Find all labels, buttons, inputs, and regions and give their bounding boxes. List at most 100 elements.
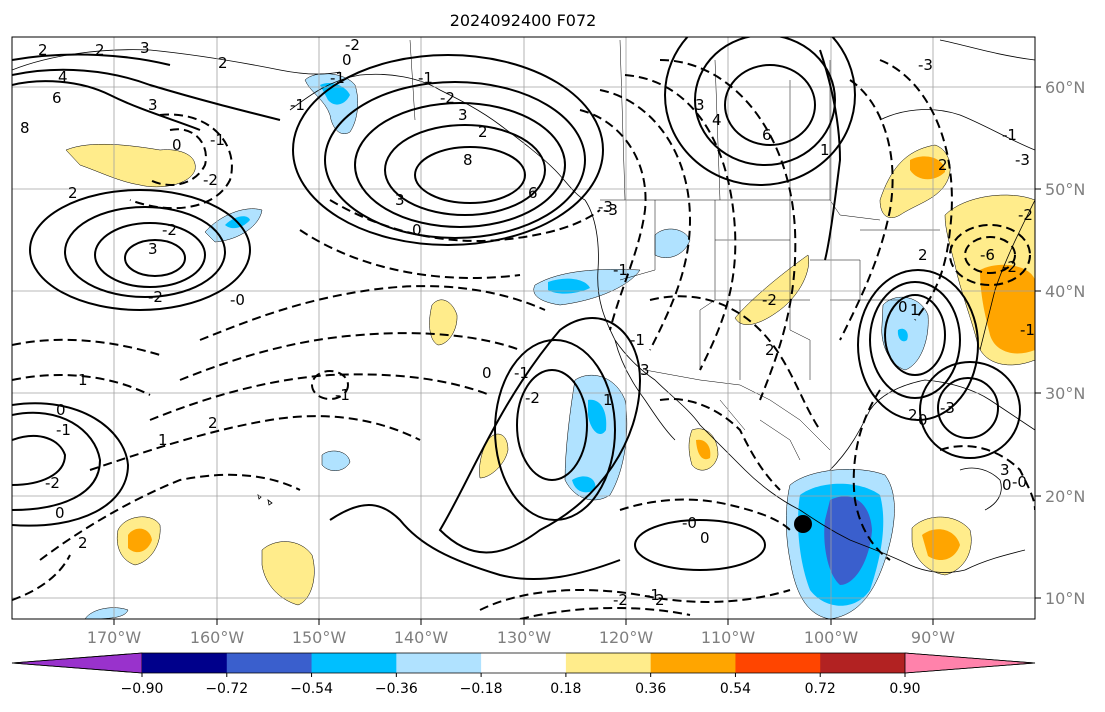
contour-label: 0 (55, 504, 65, 522)
contour-label: -2 (1002, 258, 1017, 276)
colorbar-segment (142, 653, 228, 673)
contour-label-layer: 2 2 3 4 6 8 3 2 -1 0 -2 2 -2 3 -2 -0 1 0… (20, 36, 1035, 609)
contour-label: 3 (140, 39, 150, 57)
shade-pos-ne-core (980, 264, 1035, 354)
contour-neg-aleutian-1 (149, 128, 207, 186)
colorbar-segment (735, 653, 821, 673)
contour-label: -2 (345, 36, 360, 54)
contour-label: 1 (78, 371, 88, 389)
contour-neg-south-2 (519, 606, 691, 619)
contour-neg-coastal-2 (599, 89, 692, 351)
contour-label: -1 (514, 364, 529, 382)
contour-nw-1 (12, 80, 201, 131)
contour-label: 3 (640, 361, 650, 379)
lat-label: 30°N (1045, 384, 1085, 403)
contour-label: 3 (695, 96, 705, 114)
contour-label: -0 (1012, 473, 1027, 491)
lon-label: 100°W (804, 628, 859, 647)
contour-label: 4 (58, 68, 68, 86)
contour-label: 0 (172, 136, 182, 154)
contour-neg-pac-trough-2 (299, 229, 521, 279)
contour-neg-mid-2 (179, 332, 521, 381)
contour-neg-west-2 (12, 338, 161, 356)
colorbar-segment (820, 653, 906, 673)
contour-label: 3 (148, 240, 158, 258)
contour-neg-gulf-2 (939, 445, 1035, 511)
positive-contours (12, 37, 1021, 580)
contour-label: -3 (918, 56, 933, 74)
shade-pos-gulf-ca-core (696, 439, 711, 460)
contour-label: 0 (342, 51, 352, 69)
contour-label: 1 (910, 301, 920, 319)
contour-label: 1 (158, 431, 168, 449)
colorbar: −0.90 −0.72 −0.54 −0.36 −0.18 0.18 0.36 0.54 0.7… (11, 652, 1036, 697)
contour-gulf-mex-2 (919, 361, 1021, 459)
contour-label: 6 (762, 126, 772, 144)
contour-label: 2 (78, 534, 88, 552)
contour-label: 0 (1002, 476, 1012, 494)
contour-subtrop-2 (494, 339, 616, 521)
contour-label: 2 (68, 184, 78, 202)
lat-label: 50°N (1045, 180, 1085, 199)
shade-pos-mx-coast (479, 433, 509, 479)
shade-pos-south (261, 541, 315, 606)
map-title: 2024092400 F072 (450, 11, 597, 30)
contour-neg-coastal-4 (659, 59, 797, 401)
colorbar-tick-label: −0.54 (290, 681, 333, 697)
contour-label: 0 (56, 401, 66, 419)
contour-neg-desert-1 (649, 295, 821, 431)
contour-neg-aleutian-2 (129, 113, 233, 210)
contour-canada-arc (819, 49, 842, 261)
contour-neg-gulf-1 (852, 389, 891, 561)
contour-label: -0 (682, 514, 697, 532)
island-hawaii-2 (267, 499, 273, 506)
contour-label: -1 (630, 331, 645, 349)
island-greenland (939, 39, 1035, 61)
contour-neg-ne-low-2 (964, 236, 1016, 274)
longitude-axis: 170°W 160°W 150°W 140°W 130°W 120°W 110°… (87, 619, 955, 647)
contour-west-edge-2 (12, 411, 102, 511)
lat-label: 20°N (1045, 487, 1085, 506)
shade-pos-canada-core (910, 156, 945, 180)
contour-label: 3 (148, 96, 158, 114)
colorbar-tick-label: −0.72 (205, 681, 248, 697)
contour-label: 6 (528, 184, 538, 202)
lon-label: 120°W (599, 628, 654, 647)
contour-west-edge-1 (12, 435, 67, 486)
lon-label: 130°W (497, 628, 552, 647)
lon-label: 160°W (190, 628, 245, 647)
shade-pos-rockies (734, 254, 810, 325)
border-alaska-canada (409, 39, 416, 121)
contour-canada-1 (724, 64, 816, 146)
border-states-2 (699, 200, 716, 370)
lat-label: 10°N (1045, 589, 1085, 608)
contour-se-us-1 (884, 294, 946, 376)
contour-nw-3 (12, 53, 171, 66)
coast-hudson (879, 109, 1035, 151)
contour-westpac-2 (94, 222, 206, 288)
coast-yucatan (959, 467, 1002, 511)
shade-neg-hawaii (321, 450, 351, 471)
colorbar-segment (311, 653, 397, 673)
contour-neg-ne-low-1 (949, 224, 1031, 286)
contour-label: 0 (918, 411, 928, 429)
contour-label: 2 (918, 246, 928, 264)
contour-label: 0 (412, 221, 422, 239)
contour-neg-plains-2 (879, 59, 953, 321)
contour-gulf-alaska-3 (354, 102, 566, 228)
contour-label: -1 (1002, 126, 1017, 144)
contour-label: -1 (613, 261, 628, 279)
contour-westpac-3 (64, 206, 226, 298)
colorbar-segment (396, 653, 482, 673)
colorbar-extend-low (11, 652, 143, 674)
contour-label: -6 (980, 246, 995, 264)
shade-pos-c-america-core (922, 529, 960, 561)
contour-label: 0 (482, 364, 492, 382)
colorbar-extend-high (904, 652, 1036, 674)
lon-label: 90°W (911, 628, 955, 647)
contour-neg-south-1 (479, 589, 791, 611)
lat-label: 40°N (1045, 282, 1085, 301)
contour-neg-mid-1 (199, 285, 546, 341)
contour-neg-west-3 (12, 554, 71, 601)
contour-label: 3 (395, 191, 405, 209)
